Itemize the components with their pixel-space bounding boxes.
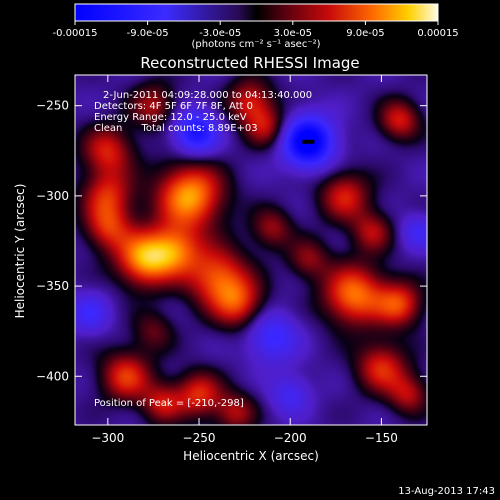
colorbar-tick-label: -9.0e-05 <box>127 28 169 39</box>
annotation-energy-range: Energy Range: 12.0 - 25.0 keV <box>94 112 247 123</box>
heatmap-image <box>75 75 427 425</box>
colorbar-tick-label: -3.0e-05 <box>199 28 241 39</box>
y-tick-label: −400 <box>36 369 69 383</box>
y-tick-label: −250 <box>36 99 69 113</box>
timestamp: 13-Aug-2013 17:43 <box>398 486 495 497</box>
y-tick-label: −300 <box>36 189 69 203</box>
annotation-clean-counts: Clean Total counts: 8.89E+03 <box>94 123 258 134</box>
annotation-detectors: Detectors: 4F 5F 6F 7F 8F, Att 0 <box>94 101 253 112</box>
colorbar-tick-label: 3.0e-05 <box>274 28 312 39</box>
x-tick-label: −250 <box>183 431 216 445</box>
annotation-time-range: 2-Jun-2011 04:09:28.000 to 04:13:40.000 <box>103 90 312 101</box>
peak-marker <box>302 139 315 144</box>
x-tick-label: −300 <box>91 431 124 445</box>
annotation-block: 2-Jun-2011 04:09:28.000 to 04:13:40.000 … <box>94 90 312 134</box>
colorbar-tick-label: 0.00015 <box>417 28 458 39</box>
x-axis-ticks: −300 −250 −200 −150 <box>91 75 398 445</box>
y-axis-label: Heliocentric Y (arcsec) <box>13 184 27 319</box>
colorbar: -0.00015 -9.0e-05 -3.0e-05 3.0e-05 9.0e-05 0.… <box>53 3 459 50</box>
colorbar-tick-label: 9.0e-05 <box>346 28 384 39</box>
chart-title: Reconstructed RHESSI Image <box>140 54 359 72</box>
colorbar-ticks: -0.00015 -9.0e-05 -3.0e-05 3.0e-05 9.0e-05 0.… <box>53 21 459 39</box>
y-tick-label: −350 <box>36 279 69 293</box>
colorbar-gradient <box>74 3 439 22</box>
x-axis-label: Heliocentric X (arcsec) <box>183 449 319 463</box>
x-tick-label: −200 <box>274 431 307 445</box>
peak-position-label: Position of Peak = [-210,-298] <box>94 398 244 409</box>
colorbar-tick-label: -0.00015 <box>53 28 98 39</box>
x-tick-label: −150 <box>365 431 398 445</box>
plot-frame <box>74 74 428 426</box>
y-axis-ticks: −250 −300 −350 −400 <box>36 99 427 383</box>
colorbar-unit-label: (photons cm⁻² s⁻¹ asec⁻²) <box>191 39 320 50</box>
